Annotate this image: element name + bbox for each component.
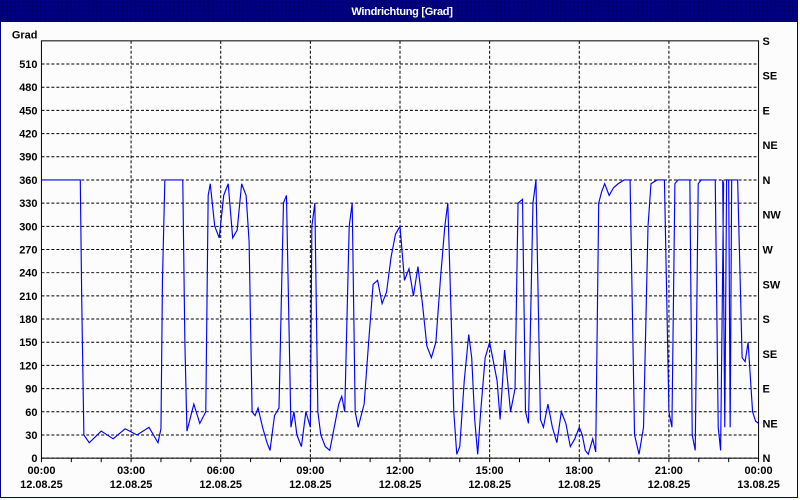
svg-text:12.08.25: 12.08.25 [379, 479, 422, 491]
svg-text:SW: SW [763, 279, 781, 291]
svg-text:SE: SE [763, 71, 778, 83]
svg-text:N: N [763, 453, 771, 465]
svg-text:W: W [763, 244, 774, 256]
svg-text:Grad: Grad [12, 29, 38, 41]
svg-text:240: 240 [19, 268, 37, 280]
svg-text:480: 480 [19, 82, 37, 94]
svg-text:12.08.25: 12.08.25 [289, 479, 332, 491]
svg-text:S: S [763, 314, 770, 326]
svg-text:120: 120 [19, 360, 37, 372]
svg-text:S: S [763, 36, 770, 48]
svg-text:21:00: 21:00 [655, 465, 683, 477]
svg-text:E: E [763, 105, 770, 117]
svg-text:18:00: 18:00 [565, 465, 593, 477]
svg-text:360: 360 [19, 175, 37, 187]
svg-text:12.08.25: 12.08.25 [199, 479, 242, 491]
svg-text:60: 60 [25, 407, 37, 419]
svg-text:12.08.25: 12.08.25 [20, 479, 63, 491]
svg-text:12.08.25: 12.08.25 [558, 479, 601, 491]
svg-text:15:00: 15:00 [476, 465, 504, 477]
svg-text:03:00: 03:00 [117, 465, 145, 477]
svg-text:270: 270 [19, 244, 37, 256]
svg-text:NW: NW [763, 210, 782, 222]
svg-text:NE: NE [763, 418, 778, 430]
svg-text:06:00: 06:00 [207, 465, 235, 477]
svg-text:09:00: 09:00 [296, 465, 324, 477]
svg-text:00:00: 00:00 [27, 465, 55, 477]
svg-text:0: 0 [31, 453, 37, 465]
svg-text:450: 450 [19, 105, 37, 117]
svg-text:N: N [763, 175, 771, 187]
svg-text:13.08.25: 13.08.25 [737, 479, 780, 491]
svg-text:00:00: 00:00 [745, 465, 773, 477]
svg-text:180: 180 [19, 314, 37, 326]
svg-text:390: 390 [19, 152, 37, 164]
svg-text:NE: NE [763, 140, 778, 152]
svg-text:12:00: 12:00 [386, 465, 414, 477]
svg-text:330: 330 [19, 198, 37, 210]
svg-text:420: 420 [19, 129, 37, 141]
svg-text:12.08.25: 12.08.25 [648, 479, 691, 491]
svg-text:30: 30 [25, 430, 37, 442]
svg-text:12.08.25: 12.08.25 [468, 479, 511, 491]
svg-text:150: 150 [19, 337, 37, 349]
svg-text:E: E [763, 384, 770, 396]
svg-text:510: 510 [19, 59, 37, 71]
svg-text:210: 210 [19, 291, 37, 303]
svg-text:SE: SE [763, 349, 778, 361]
svg-text:12.08.25: 12.08.25 [110, 479, 153, 491]
svg-text:90: 90 [25, 384, 37, 396]
svg-text:300: 300 [19, 221, 37, 233]
